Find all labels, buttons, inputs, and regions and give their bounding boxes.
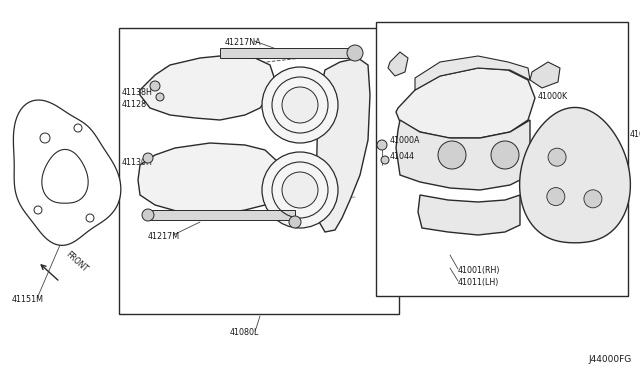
Circle shape xyxy=(74,124,82,132)
Text: 41121: 41121 xyxy=(313,90,338,99)
Circle shape xyxy=(262,67,338,143)
Circle shape xyxy=(584,190,602,208)
Circle shape xyxy=(156,93,164,101)
Circle shape xyxy=(548,148,566,166)
Circle shape xyxy=(86,214,94,222)
Polygon shape xyxy=(418,195,520,235)
Text: 41000K: 41000K xyxy=(538,92,568,101)
Circle shape xyxy=(377,140,387,150)
Text: 41130H: 41130H xyxy=(122,158,153,167)
Text: 41001(RH): 41001(RH) xyxy=(458,266,500,275)
Circle shape xyxy=(40,133,50,143)
Bar xyxy=(148,210,295,220)
Circle shape xyxy=(150,81,160,91)
Text: 41121: 41121 xyxy=(313,195,338,204)
Circle shape xyxy=(438,141,466,169)
Text: 41000A: 41000A xyxy=(390,136,420,145)
Polygon shape xyxy=(415,56,530,90)
Circle shape xyxy=(282,172,318,208)
Text: 41080L: 41080L xyxy=(230,328,259,337)
Circle shape xyxy=(547,187,565,206)
Polygon shape xyxy=(140,55,275,120)
Polygon shape xyxy=(388,52,408,76)
Circle shape xyxy=(347,45,363,61)
Bar xyxy=(376,22,628,296)
Circle shape xyxy=(289,216,301,228)
Polygon shape xyxy=(396,68,535,138)
Text: FRONT: FRONT xyxy=(64,250,90,274)
Text: J44000FG: J44000FG xyxy=(589,355,632,364)
Polygon shape xyxy=(316,58,370,232)
Polygon shape xyxy=(138,143,278,215)
Circle shape xyxy=(491,141,519,169)
Polygon shape xyxy=(396,120,530,190)
Text: 41151M: 41151M xyxy=(12,295,44,304)
Polygon shape xyxy=(530,62,560,88)
Circle shape xyxy=(262,152,338,228)
Bar xyxy=(220,48,355,58)
Polygon shape xyxy=(42,150,88,203)
Circle shape xyxy=(142,209,154,221)
Text: 41044: 41044 xyxy=(390,152,415,161)
Text: 41011(LH): 41011(LH) xyxy=(458,278,499,287)
Polygon shape xyxy=(13,100,121,246)
Text: 41060K: 41060K xyxy=(630,130,640,139)
Circle shape xyxy=(143,153,153,163)
Text: 41138H: 41138H xyxy=(122,88,153,97)
Text: 41217NA: 41217NA xyxy=(225,38,262,47)
Circle shape xyxy=(282,87,318,123)
Text: 41128: 41128 xyxy=(122,100,147,109)
Circle shape xyxy=(381,156,389,164)
Circle shape xyxy=(34,206,42,214)
Polygon shape xyxy=(520,108,630,243)
Bar xyxy=(119,28,399,314)
Text: 41217M: 41217M xyxy=(148,232,180,241)
